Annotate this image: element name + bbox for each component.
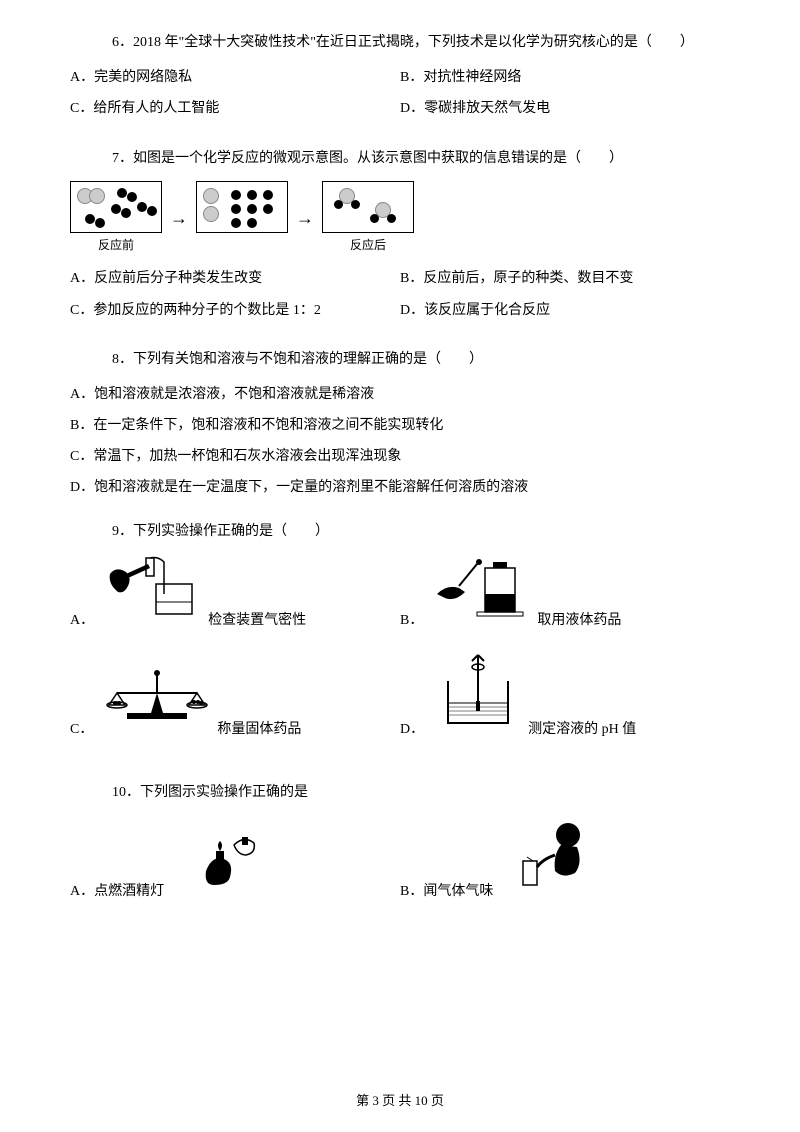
q7-box-after (322, 181, 414, 233)
q7-label-before: 反应前 (70, 235, 162, 257)
q6-opt-a: A．完美的网络隐私 (70, 65, 400, 90)
q7-box-mid (196, 181, 288, 233)
dropper-icon (427, 554, 537, 633)
q10-opt-a-label: A．点燃酒精灯 (70, 879, 164, 904)
q9-stem: 9．下列实验操作正确的是（ ） (70, 519, 730, 544)
airtight-icon (98, 554, 208, 633)
alcohol-lamp-icon (184, 825, 274, 904)
q6-stem: 6．2018 年"全球十大突破性技术"在近日正式揭晓，下列技术是以化学为研究核心… (70, 30, 730, 55)
q10-opt-a: A．点燃酒精灯 (70, 815, 400, 904)
q9-opt-b: B． 取用液体药品 (400, 554, 730, 633)
q9-opt-d-text: 测定溶液的 pH 值 (528, 717, 636, 742)
q7-label-after: 反应后 (322, 235, 414, 257)
q6-opt-b: B．对抗性神经网络 (400, 65, 730, 90)
q9-opt-d: D． 测定溶液的 pH 值 (400, 653, 730, 742)
q7-box-before (70, 181, 162, 233)
q8-opt-d: D．饱和溶液就是在一定温度下，一定量的溶剂里不能溶解任何溶质的溶液 (70, 475, 730, 500)
q8-opt-a: A．饱和溶液就是浓溶液，不饱和溶液就是稀溶液 (70, 382, 730, 407)
q9-opt-a-text: 检查装置气密性 (208, 608, 306, 633)
q7-opt-c: C．参加反应的两种分子的个数比是 1：2 (70, 298, 400, 323)
q8-stem: 8．下列有关饱和溶液与不饱和溶液的理解正确的是（ ） (70, 347, 730, 372)
q9-opt-c-text: 称量固体药品 (217, 717, 301, 742)
q7-diagram: 反应前 → → (70, 181, 730, 257)
q7-opt-b: B．反应前后，原子的种类、数目不变 (400, 266, 730, 291)
balance-icon (97, 663, 217, 742)
q9-opt-c: C． 称量固体药品 (70, 653, 400, 742)
q9-opt-a: A． 检查装置气密性 (70, 554, 400, 633)
arrow-icon: → (170, 202, 188, 234)
smell-gas-icon (513, 815, 603, 904)
arrow-icon: → (296, 202, 314, 234)
q6-opt-d: D．零碳排放天然气发电 (400, 96, 730, 121)
ph-icon (428, 653, 528, 742)
q8-opt-b: B．在一定条件下，饱和溶液和不饱和溶液之间不能实现转化 (70, 413, 730, 438)
q7-stem: 7．如图是一个化学反应的微观示意图。从该示意图中获取的信息错误的是（ ） (70, 146, 730, 171)
page-footer: 第 3 页 共 10 页 (0, 1089, 800, 1112)
q6-opt-c: C．给所有人的人工智能 (70, 96, 400, 121)
q7-opt-a: A．反应前后分子种类发生改变 (70, 266, 400, 291)
q10-opt-b: B．闻气体气味 (400, 815, 730, 904)
q7-opt-d: D．该反应属于化合反应 (400, 298, 730, 323)
q9-opt-b-text: 取用液体药品 (537, 608, 621, 633)
q8-opt-c: C．常温下，加热一杯饱和石灰水溶液会出现浑浊现象 (70, 444, 730, 469)
q10-stem: 10．下列图示实验操作正确的是 (70, 780, 730, 805)
q10-opt-b-label: B．闻气体气味 (400, 879, 493, 904)
